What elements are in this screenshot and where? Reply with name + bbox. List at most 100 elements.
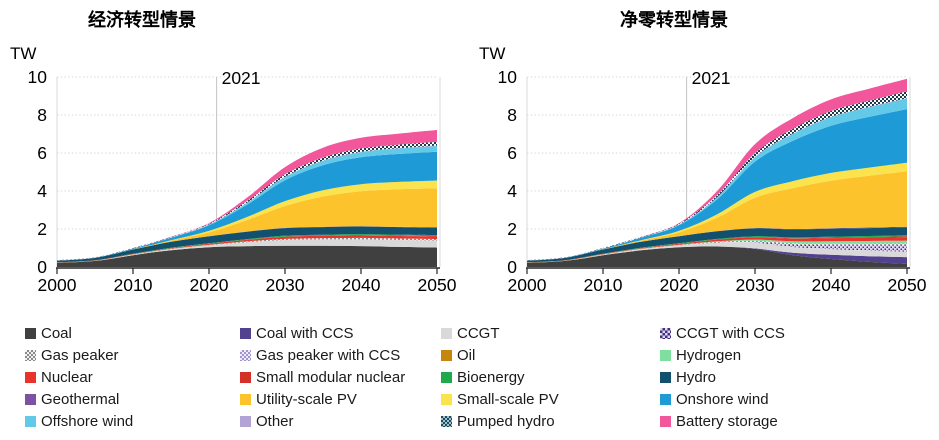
legend-swatch-ccgt-ccs: [660, 327, 671, 339]
legend-label-gas-peaker: Gas peaker: [41, 346, 119, 364]
legend-swatch-bioenergy: [441, 371, 452, 383]
legend-item-small-pv: Small-scale PV: [441, 388, 559, 410]
legend-label-battery: Battery storage: [676, 412, 778, 430]
legend-column-0: Coal Gas peaker Nuclear Geothermal Offshore …: [25, 322, 133, 432]
area-nuclear: [527, 237, 907, 263]
legend-item-other: Other: [240, 410, 405, 432]
x-tick-label: 2040: [812, 275, 851, 295]
legend-item-onshore-wind: Onshore wind: [660, 388, 785, 410]
x-tick-label: 2000: [508, 275, 547, 295]
legend-item-oil: Oil: [441, 344, 559, 366]
legend-item-pumped-hydro: Pumped hydro: [441, 410, 559, 432]
y-tick-label: 10: [498, 67, 518, 87]
area-utility-pv: [527, 171, 907, 261]
legend-swatch-hydro: [660, 371, 671, 383]
y-tick-label: 6: [507, 143, 517, 163]
legend-column-1: Coal with CCS Gas peaker with CCS Small mo…: [240, 322, 405, 432]
y-tick-label: 8: [37, 105, 47, 125]
legend-label-onshore-wind: Onshore wind: [676, 390, 769, 408]
legend-label-offshore-wind: Offshore wind: [41, 412, 134, 430]
legend-item-utility-pv: Utility-scale PV: [240, 388, 405, 410]
y-tick-label: 4: [507, 181, 517, 201]
area-onshore-wind: [527, 109, 907, 261]
legend-item-hydro: Hydro: [660, 366, 785, 388]
legend-item-offshore-wind: Offshore wind: [25, 410, 133, 432]
area-coal: [57, 245, 437, 267]
legend-item-bioenergy: Bioenergy: [441, 366, 559, 388]
area-battery: [57, 130, 437, 261]
y-tick-label: 0: [507, 257, 517, 277]
area-utility-pv: [57, 188, 437, 261]
legend-swatch-coal-ccs: [240, 327, 251, 339]
legend-label-hydrogen: Hydrogen: [676, 346, 742, 364]
legend-swatch-onshore-wind: [660, 393, 671, 405]
x-tick-label: 2050: [418, 275, 457, 295]
legend-swatch-pumped-hydro: [441, 415, 452, 427]
area-nuclear: [57, 235, 437, 263]
legend-item-coal-ccs: Coal with CCS: [240, 322, 405, 344]
chart-panel-0: 0 2 4 6 8 10 2021 2000 2010 2020 2030 2040 2050: [28, 67, 457, 295]
legend: Coal Gas peaker Nuclear Geothermal Offshore …: [0, 320, 939, 440]
legend-swatch-utility-pv: [240, 393, 251, 405]
legend-label-ccgt-ccs: CCGT with CCS: [676, 324, 785, 342]
annotation-label-2021: 2021: [222, 68, 261, 88]
x-tick-label: 2020: [660, 275, 699, 295]
stacked-area-charts: 0 2 4 6 8 10 2021 2000 2010 2020 2030 2040 2050 0 2 4 6 8…: [28, 67, 927, 295]
legend-swatch-nuclear: [25, 371, 36, 383]
legend-swatch-small-pv: [441, 393, 452, 405]
legend-swatch-coal: [25, 327, 36, 339]
legend-swatch-gas-peaker: [25, 349, 36, 361]
area-ccgt-ccs: [527, 241, 907, 263]
legend-swatch-geothermal: [25, 393, 36, 405]
area-hydro: [57, 226, 437, 263]
area-small-pv: [527, 162, 907, 261]
x-tick-label: 2010: [584, 275, 623, 295]
area-coal-ccs: [527, 246, 907, 264]
legend-swatch-oil: [441, 349, 452, 361]
area-hydrogen: [527, 239, 907, 263]
area-battery: [527, 78, 907, 261]
legend-item-gas-peaker-ccs: Gas peaker with CCS: [240, 344, 405, 366]
legend-label-geothermal: Geothermal: [41, 390, 120, 408]
legend-swatch-other: [240, 415, 251, 427]
area-hydro: [527, 227, 907, 263]
area-offshore-wind: [527, 98, 907, 261]
legend-label-gas-peaker-ccs: Gas peaker with CCS: [256, 346, 401, 364]
area-onshore-wind: [57, 151, 437, 261]
legend-swatch-hydrogen: [660, 349, 671, 361]
legend-item-smr: Small modular nuclear: [240, 366, 405, 388]
x-tick-label: 2010: [114, 275, 153, 295]
legend-label-utility-pv: Utility-scale PV: [256, 390, 357, 408]
x-tick-label: 2000: [38, 275, 77, 295]
chart-panel-1: 0 2 4 6 8 10 2021 2000 2010 2020 2030 2040 2050: [498, 67, 927, 295]
y-axis-unit-left: TW: [10, 44, 37, 63]
x-tick-label: 2050: [888, 275, 927, 295]
legend-label-other: Other: [256, 412, 294, 430]
area-small-pv: [57, 180, 437, 261]
legend-swatch-battery: [660, 415, 671, 427]
y-tick-label: 10: [28, 67, 48, 87]
legend-column-3: CCGT with CCS Hydrogen Hydro Onshore wind Ba…: [660, 322, 785, 432]
legend-swatch-offshore-wind: [25, 415, 36, 427]
area-coal: [527, 246, 907, 267]
area-ccgt: [527, 242, 907, 263]
legend-label-small-pv: Small-scale PV: [457, 390, 559, 408]
y-tick-label: 2: [37, 219, 47, 239]
y-tick-label: 2: [507, 219, 517, 239]
legend-item-gas-peaker: Gas peaker: [25, 344, 133, 366]
legend-swatch-ccgt: [441, 327, 452, 339]
y-tick-label: 6: [37, 143, 47, 163]
legend-label-oil: Oil: [457, 346, 476, 364]
legend-item-battery: Battery storage: [660, 410, 785, 432]
legend-label-coal: Coal: [41, 324, 72, 342]
legend-label-pumped-hydro: Pumped hydro: [457, 412, 555, 430]
legend-item-coal: Coal: [25, 322, 133, 344]
x-tick-label: 2030: [736, 275, 775, 295]
legend-item-ccgt-ccs: CCGT with CCS: [660, 322, 785, 344]
legend-swatch-gas-peaker-ccs: [240, 349, 251, 361]
x-tick-label: 2030: [266, 275, 305, 295]
legend-label-smr: Small modular nuclear: [256, 368, 406, 386]
legend-column-2: CCGT Oil Bioenergy Small-scale PV Pumped hyd…: [441, 322, 559, 432]
legend-item-nuclear: Nuclear: [25, 366, 133, 388]
legend-swatch-smr: [240, 371, 251, 383]
